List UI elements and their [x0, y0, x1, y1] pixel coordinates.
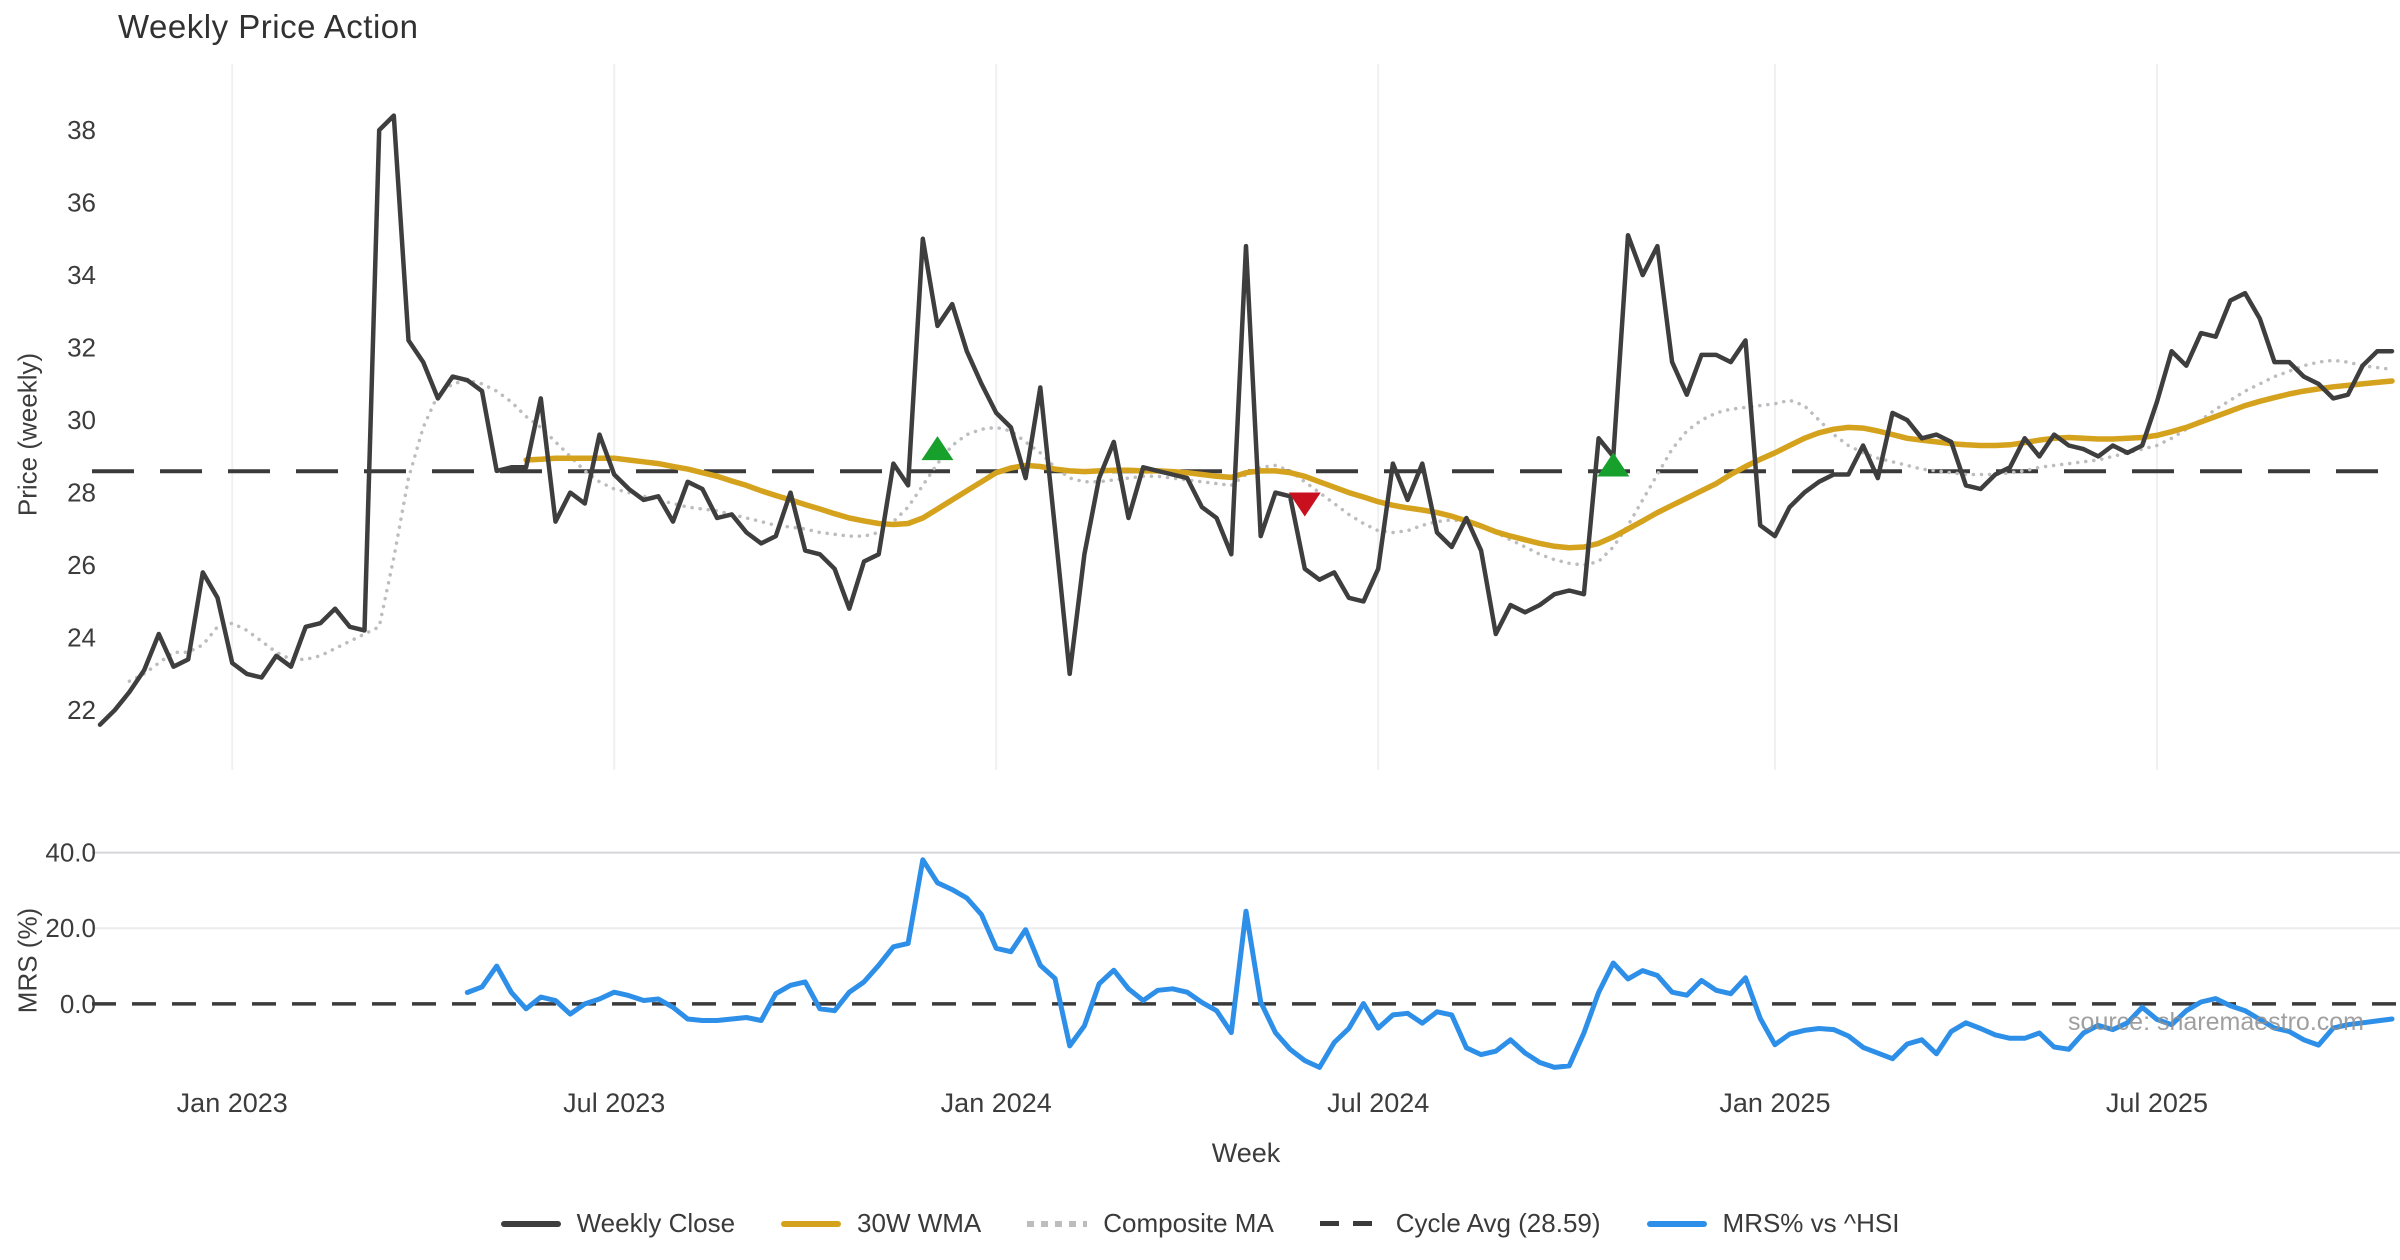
mrs-ytick-label: 20.0 [45, 913, 96, 943]
legend-item[interactable]: Composite MA [1027, 1208, 1274, 1239]
price-ytick-label: 30 [67, 405, 96, 435]
wma30-line [523, 378, 2395, 551]
chart-legend: Weekly Close 30W WMA Composite MA Cycle Avg… [0, 1208, 2400, 1239]
legend-swatch-solid-icon [500, 1220, 561, 1227]
price-ytick-label: 22 [67, 695, 96, 725]
price-axis-title: Price (weekly) [12, 352, 43, 517]
x-tick-label: Jul 2024 [1327, 1088, 1429, 1118]
legend-label: Cycle Avg (28.59) [1395, 1208, 1601, 1238]
mrs-ytick-label: 40.0 [45, 838, 96, 868]
legend-label: Composite MA [1103, 1208, 1274, 1238]
weekly-close-line [97, 113, 2395, 727]
price-ytick-label: 24 [67, 623, 96, 653]
legend-swatch-dashed-icon [1319, 1221, 1380, 1226]
legend-label: MRS% vs ^HSI [1722, 1208, 1900, 1238]
x-tick-label: Jul 2025 [2106, 1088, 2208, 1118]
legend-swatch-dotted-icon [1027, 1220, 1088, 1227]
buy-signal-marker [921, 436, 954, 461]
x-tick-label: Jan 2025 [1719, 1088, 1830, 1118]
mrs-ytick-label: 0.0 [60, 989, 96, 1019]
price-ytick-label: 38 [67, 115, 96, 145]
legend-item[interactable]: Cycle Avg (28.59) [1319, 1208, 1601, 1239]
composite-ma-line [127, 358, 2394, 683]
sell-signal-marker [1288, 492, 1321, 517]
price-ytick-label: 34 [67, 260, 96, 290]
legend-item[interactable]: Weekly Close [500, 1208, 736, 1239]
legend-label: Weekly Close [576, 1208, 736, 1238]
source-watermark: source: sharemaestro.com [2068, 1008, 2364, 1036]
week-axis-title: Week [1211, 1138, 1281, 1168]
price-ytick-label: 32 [67, 333, 96, 363]
x-tick-label: Jan 2023 [177, 1088, 288, 1118]
x-tick-label: Jan 2024 [941, 1088, 1052, 1118]
x-tick-label: Jul 2023 [563, 1088, 665, 1118]
price-ytick-label: 26 [67, 550, 96, 580]
legend-item[interactable]: MRS% vs ^HSI [1646, 1208, 1900, 1239]
mrs-axis-title: MRS (%) [12, 907, 43, 1014]
mrs-line [464, 857, 2395, 1070]
page-title: Weekly Price Action [118, 8, 419, 45]
legend-swatch-solid-icon [781, 1220, 842, 1227]
legend-label: 30W WMA [857, 1208, 982, 1238]
buy-signal-marker [1597, 452, 1630, 477]
legend-item[interactable]: 30W WMA [781, 1208, 981, 1239]
legend-swatch-solid-icon [1646, 1220, 1707, 1227]
price-ytick-label: 36 [67, 188, 96, 218]
price-ytick-label: 28 [67, 478, 96, 508]
